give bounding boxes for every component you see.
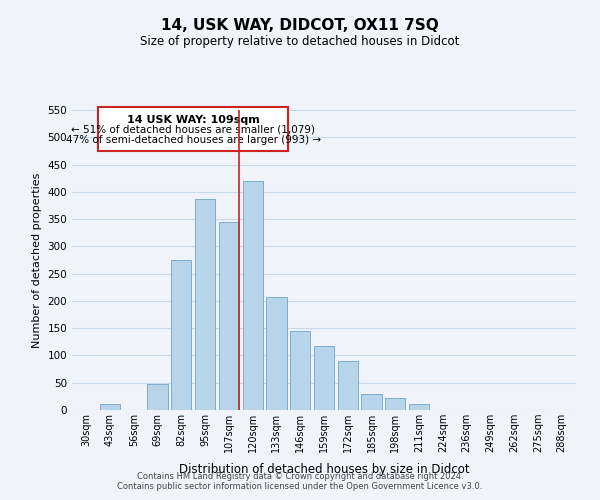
X-axis label: Distribution of detached houses by size in Didcot: Distribution of detached houses by size … — [179, 464, 469, 476]
Bar — [290, 332, 310, 410]
Bar — [219, 222, 239, 410]
Y-axis label: Number of detached properties: Number of detached properties — [32, 172, 42, 348]
Bar — [242, 181, 263, 410]
Bar — [314, 346, 334, 410]
Text: Contains public sector information licensed under the Open Government Licence v3: Contains public sector information licen… — [118, 482, 482, 491]
Text: ← 51% of detached houses are smaller (1,079): ← 51% of detached houses are smaller (1,… — [71, 124, 315, 134]
Text: 47% of semi-detached houses are larger (993) →: 47% of semi-detached houses are larger (… — [65, 134, 321, 144]
Text: 14 USK WAY: 109sqm: 14 USK WAY: 109sqm — [127, 115, 260, 125]
Bar — [409, 404, 429, 410]
Text: 14, USK WAY, DIDCOT, OX11 7SQ: 14, USK WAY, DIDCOT, OX11 7SQ — [161, 18, 439, 32]
Bar — [385, 398, 406, 410]
Bar — [100, 404, 120, 410]
Bar — [338, 361, 358, 410]
Bar — [361, 394, 382, 410]
FancyBboxPatch shape — [98, 108, 289, 151]
Text: Size of property relative to detached houses in Didcot: Size of property relative to detached ho… — [140, 35, 460, 48]
Bar — [148, 384, 167, 410]
Bar — [195, 199, 215, 410]
Text: Contains HM Land Registry data © Crown copyright and database right 2024.: Contains HM Land Registry data © Crown c… — [137, 472, 463, 481]
Bar — [171, 260, 191, 410]
Bar — [266, 296, 287, 410]
